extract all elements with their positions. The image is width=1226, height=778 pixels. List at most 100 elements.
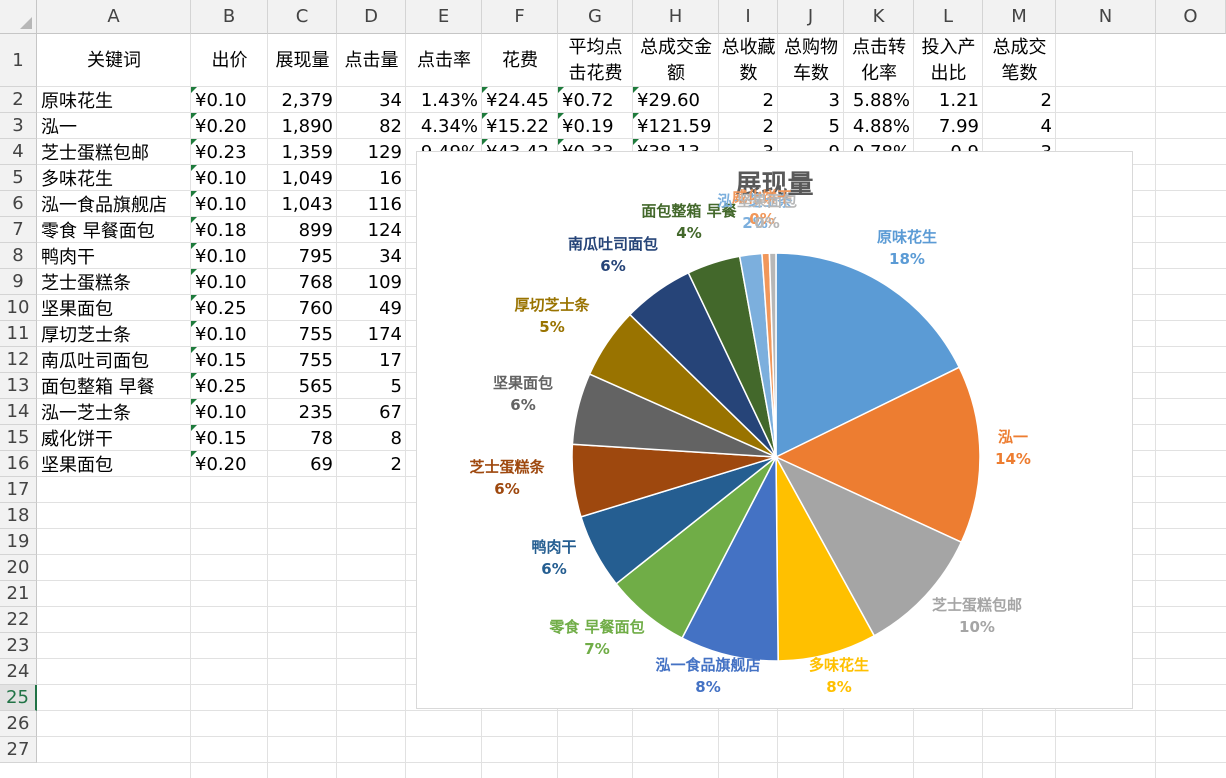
header-cell-cvr[interactable]: 点击转化率 xyxy=(852,36,906,84)
row-header-3[interactable]: 3 xyxy=(0,113,37,139)
row-header-8[interactable]: 8 xyxy=(0,243,37,269)
cell-clicks[interactable]: 34 xyxy=(337,87,406,113)
cell-impressions[interactable]: 2,379 xyxy=(268,87,337,113)
row-header-24[interactable]: 24 xyxy=(0,659,37,685)
row-header-21[interactable]: 21 xyxy=(0,581,37,607)
cell-clicks[interactable]: 2 xyxy=(337,451,406,477)
cell-bid[interactable]: ¥0.10 xyxy=(191,243,268,269)
cell-clicks[interactable]: 109 xyxy=(337,269,406,295)
row-header-15[interactable]: 15 xyxy=(0,425,37,451)
cell-cvr[interactable]: 4.88% xyxy=(844,113,914,139)
column-header-c[interactable]: C xyxy=(268,0,337,34)
column-header-e[interactable]: E xyxy=(406,0,482,34)
cell-bid[interactable]: ¥0.10 xyxy=(191,165,268,191)
cell-impressions[interactable]: 69 xyxy=(268,451,337,477)
header-cell-gmv[interactable]: 总成交金额 xyxy=(640,36,712,84)
cell-keyword[interactable]: 泓一芝士条 xyxy=(37,399,191,425)
header-cell-favorites[interactable]: 总收藏数 xyxy=(721,36,776,84)
cell-clicks[interactable]: 5 xyxy=(337,373,406,399)
cell-bid[interactable]: ¥0.10 xyxy=(191,87,268,113)
cell-bid[interactable]: ¥0.23 xyxy=(191,139,268,165)
cell-impressions[interactable]: 760 xyxy=(268,295,337,321)
pie-slice-1[interactable] xyxy=(775,252,961,459)
column-header-a[interactable]: A xyxy=(37,0,191,34)
cell-impressions[interactable]: 1,890 xyxy=(268,113,337,139)
cell-bid[interactable]: ¥0.10 xyxy=(191,399,268,425)
cell-avg-cpc[interactable]: ¥0.72 xyxy=(558,87,633,113)
cell-bid[interactable]: ¥0.10 xyxy=(191,269,268,295)
cell-favorites[interactable]: 2 xyxy=(719,87,778,113)
row-header-18[interactable]: 18 xyxy=(0,503,37,529)
row-header-6[interactable]: 6 xyxy=(0,191,37,217)
cell-ctr[interactable]: 4.34% xyxy=(406,113,482,139)
row-header-4[interactable]: 4 xyxy=(0,139,37,165)
column-header-b[interactable]: B xyxy=(191,0,268,34)
cell-impressions[interactable]: 899 xyxy=(268,217,337,243)
select-all-corner[interactable] xyxy=(0,0,37,34)
cell-keyword[interactable]: 芝士蛋糕包邮 xyxy=(37,139,191,165)
header-cell-roi[interactable]: 投入产出比 xyxy=(921,36,976,84)
column-header-h[interactable]: H xyxy=(633,0,719,34)
cell-keyword[interactable]: 面包整箱 早餐 xyxy=(37,373,191,399)
cell-clicks[interactable]: 67 xyxy=(337,399,406,425)
cell-clicks[interactable]: 16 xyxy=(337,165,406,191)
cell-avg-cpc[interactable]: ¥0.19 xyxy=(558,113,633,139)
cell-impressions[interactable]: 235 xyxy=(268,399,337,425)
cell-keyword[interactable]: 坚果面包 xyxy=(37,295,191,321)
cell-bid[interactable]: ¥0.10 xyxy=(191,191,268,217)
cell-bid[interactable]: ¥0.18 xyxy=(191,217,268,243)
cell-carts[interactable]: 5 xyxy=(778,113,844,139)
pie-slice-2[interactable] xyxy=(774,366,981,544)
cell-clicks[interactable]: 8 xyxy=(337,425,406,451)
cell-bid[interactable]: ¥0.15 xyxy=(191,425,268,451)
cell-impressions[interactable]: 795 xyxy=(268,243,337,269)
cell-bid[interactable]: ¥0.25 xyxy=(191,295,268,321)
header-cell-carts[interactable]: 总购物车数 xyxy=(784,36,838,84)
pie-slice-15[interactable] xyxy=(768,252,777,458)
column-header-d[interactable]: D xyxy=(337,0,406,34)
cell-keyword[interactable]: 芝士蛋糕条 xyxy=(37,269,191,295)
column-header-m[interactable]: M xyxy=(983,0,1056,34)
row-header-27[interactable]: 27 xyxy=(0,737,37,763)
row-header-9[interactable]: 9 xyxy=(0,269,37,295)
cell-bid[interactable]: ¥0.20 xyxy=(191,113,268,139)
column-header-o[interactable]: O xyxy=(1156,0,1226,34)
row-header-19[interactable]: 19 xyxy=(0,529,37,555)
row-header-16[interactable]: 16 xyxy=(0,451,37,477)
column-header-k[interactable]: K xyxy=(844,0,914,34)
cell-favorites[interactable]: 2 xyxy=(719,113,778,139)
row-header-13[interactable]: 13 xyxy=(0,373,37,399)
cell-keyword[interactable]: 威化饼干 xyxy=(37,425,191,451)
row-header-20[interactable]: 20 xyxy=(0,555,37,581)
cell-keyword[interactable]: 泓一 xyxy=(37,113,191,139)
cell-keyword[interactable]: 鸭肉干 xyxy=(37,243,191,269)
row-header-2[interactable]: 2 xyxy=(0,87,37,113)
cell-keyword[interactable]: 厚切芝士条 xyxy=(37,321,191,347)
cell-impressions[interactable]: 1,359 xyxy=(268,139,337,165)
cell-roi[interactable]: 1.21 xyxy=(914,87,983,113)
row-header-7[interactable]: 7 xyxy=(0,217,37,243)
cell-gmv[interactable]: ¥29.60 xyxy=(633,87,719,113)
pie-slice-3[interactable] xyxy=(774,455,963,637)
header-cell-avg-cpc[interactable]: 平均点击花费 xyxy=(568,36,623,84)
header-cell-bid[interactable]: 出价 xyxy=(211,49,248,71)
cell-orders[interactable]: 4 xyxy=(983,113,1056,139)
cell-keyword[interactable]: 多味花生 xyxy=(37,165,191,191)
cell-keyword[interactable]: 原味花生 xyxy=(37,87,191,113)
cell-clicks[interactable]: 17 xyxy=(337,347,406,373)
cell-impressions[interactable]: 78 xyxy=(268,425,337,451)
cell-clicks[interactable]: 116 xyxy=(337,191,406,217)
cell-keyword[interactable]: 泓一食品旗舰店 xyxy=(37,191,191,217)
cell-clicks[interactable]: 174 xyxy=(337,321,406,347)
cell-clicks[interactable]: 49 xyxy=(337,295,406,321)
column-header-i[interactable]: I xyxy=(719,0,778,34)
cell-impressions[interactable]: 768 xyxy=(268,269,337,295)
cell-bid[interactable]: ¥0.15 xyxy=(191,347,268,373)
cell-clicks[interactable]: 124 xyxy=(337,217,406,243)
cell-impressions[interactable]: 755 xyxy=(268,347,337,373)
cell-clicks[interactable]: 82 xyxy=(337,113,406,139)
cell-cost[interactable]: ¥24.45 xyxy=(482,87,558,113)
column-header-l[interactable]: L xyxy=(914,0,983,34)
header-cell-orders[interactable]: 总成交笔数 xyxy=(992,36,1047,84)
row-header-11[interactable]: 11 xyxy=(0,321,37,347)
